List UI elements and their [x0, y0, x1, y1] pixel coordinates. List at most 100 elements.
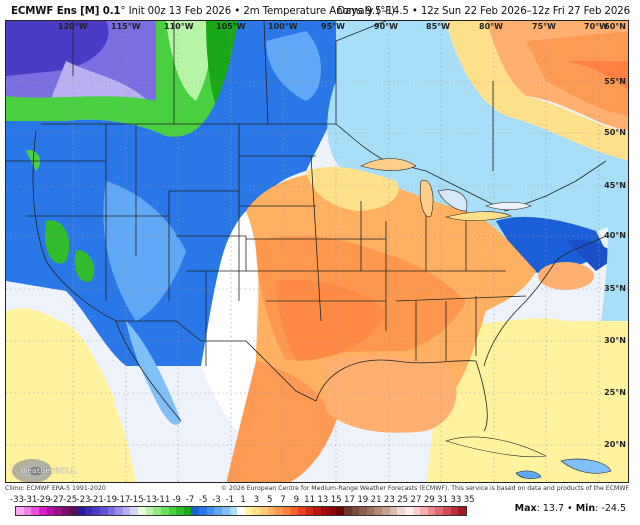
lat-label-40n: 40°N	[604, 231, 626, 240]
lat-label-50n: 50°N	[604, 128, 626, 137]
colorbar-swatch	[298, 507, 306, 515]
init-time: Init 00z 13 Feb 2026	[128, 6, 232, 17]
colorbar-swatch	[427, 507, 436, 515]
anomaly-field	[6, 21, 628, 482]
colorbar-swatch	[199, 507, 207, 515]
colorbar-swatch	[183, 507, 192, 515]
colorbar-swatch	[313, 507, 321, 515]
lon-label-95w: 95°W	[321, 22, 345, 31]
colorbar-swatch	[23, 507, 32, 515]
colorbar-label: -19	[103, 495, 118, 505]
lon-label-90w: 90°W	[374, 22, 398, 31]
colorbar-swatch	[138, 507, 146, 515]
colorbar-swatch	[282, 507, 291, 515]
lon-label-70w: 70°W	[584, 22, 608, 31]
colorbar-label: -21	[89, 495, 104, 505]
lat-label-55n: 55°N	[604, 77, 626, 86]
colorbar-swatch	[443, 507, 451, 515]
title-separator: •	[234, 6, 241, 17]
lat-label-60n: 60°N	[604, 22, 626, 31]
colorbar-label: -7	[185, 495, 195, 505]
colorbar-label: 3	[253, 495, 260, 505]
colorbar-swatch	[435, 507, 443, 515]
colorbar-swatch	[275, 507, 283, 515]
colorbar-label: -5	[198, 495, 208, 505]
colorbar-swatch	[107, 507, 116, 515]
colorbar-swatch	[267, 507, 276, 515]
colorbar-swatch	[321, 507, 329, 515]
colorbar-label: -25	[63, 495, 78, 505]
lat-label-20n: 20°N	[604, 440, 626, 449]
colorbar-label: 19	[357, 495, 369, 505]
stats-separator: •	[567, 503, 573, 514]
colorbar-label: 23	[383, 495, 395, 505]
colorbar-label: -9	[172, 495, 181, 505]
lon-label-110w: 110°W	[164, 22, 194, 31]
colorbar-label: -3	[212, 495, 221, 505]
colorbar-swatch	[31, 507, 39, 515]
colorbar-label: 1	[240, 495, 246, 505]
degree-mark: °	[120, 6, 126, 17]
colorbar-swatch	[16, 507, 24, 515]
temperature-anomaly-map: 120°W 115°W 110°W 105°W 100°W 95°W 90°W …	[5, 20, 629, 483]
colorbar-swatch	[214, 507, 222, 515]
colorbar-swatch	[229, 507, 238, 515]
variable-name: 2m Temperature Anomaly (°F)	[243, 6, 395, 17]
max-value: 13.7	[542, 503, 565, 514]
colorbar-swatch	[237, 507, 245, 515]
max-label: Max	[514, 503, 537, 514]
colorbar-swatch	[458, 507, 466, 515]
colorbar-swatch	[244, 507, 253, 515]
colorbar-label: 21	[370, 495, 382, 505]
colorbar-swatch	[397, 507, 405, 515]
lon-label-80w: 80°W	[479, 22, 503, 31]
colorbar-label: 33	[450, 495, 462, 505]
min-value: -24.5	[601, 503, 626, 514]
colorbar-swatch	[366, 507, 375, 515]
colorbar-swatch	[420, 507, 428, 515]
colorbar-swatch	[145, 507, 154, 515]
lat-label-30n: 30°N	[604, 336, 626, 345]
colorbar-label: 9	[293, 495, 300, 505]
colorbar-label: 27	[410, 495, 422, 505]
colorbar-swatch	[115, 507, 123, 515]
colorbar-label: -17	[116, 495, 131, 505]
colorbar-label: -29	[36, 495, 51, 505]
colorbar-label: 5	[266, 495, 273, 505]
colorbar-label: -27	[49, 495, 64, 505]
colorbar-swatch	[305, 507, 314, 515]
colorbar-swatch	[336, 507, 344, 515]
logo-text: WeatherBELL	[20, 466, 77, 475]
lon-label-115w: 115°W	[111, 22, 141, 31]
colorbar-swatch	[160, 507, 169, 515]
colorbar-swatch	[168, 507, 177, 515]
colorbar-swatch	[176, 507, 184, 515]
colorbar-label: -15	[129, 495, 144, 505]
min-label: Min	[575, 503, 596, 514]
lon-label-75w: 75°W	[532, 22, 556, 31]
colorbar-swatch	[412, 507, 421, 515]
colorbar-swatch	[84, 507, 93, 515]
colorbar-swatch	[191, 507, 199, 515]
colorbar-swatch	[130, 507, 138, 515]
lon-label-85w: 85°W	[426, 22, 450, 31]
colorbar-swatch	[122, 507, 131, 515]
colorbar-swatch	[54, 507, 62, 515]
colorbar	[15, 506, 467, 516]
lat-label-25n: 25°N	[604, 388, 626, 397]
colorbar-label: 13	[317, 495, 329, 505]
colorbar-swatch	[61, 507, 70, 515]
colorbar-swatch	[92, 507, 100, 515]
colorbar-labels: -33 -31 -29 -27 -25 -23 -21 -19 -17 -15 -13 -11 -9 -7…	[10, 495, 475, 505]
colorbar-label: -1	[225, 495, 235, 505]
colorbar-swatch	[99, 507, 108, 515]
colorbar-label: 11	[304, 495, 316, 505]
lon-label-100w: 100°W	[268, 22, 298, 31]
colorbar-label: 31	[437, 495, 449, 505]
title-bar: ECMWF Ens [M] 0.1° Init 00z 13 Feb 2026 …	[0, 0, 640, 20]
colorbar-label: 25	[397, 495, 409, 505]
colorbar-swatch	[153, 507, 161, 515]
colorbar-swatch	[206, 507, 215, 515]
lat-label-35n: 35°N	[604, 284, 626, 293]
